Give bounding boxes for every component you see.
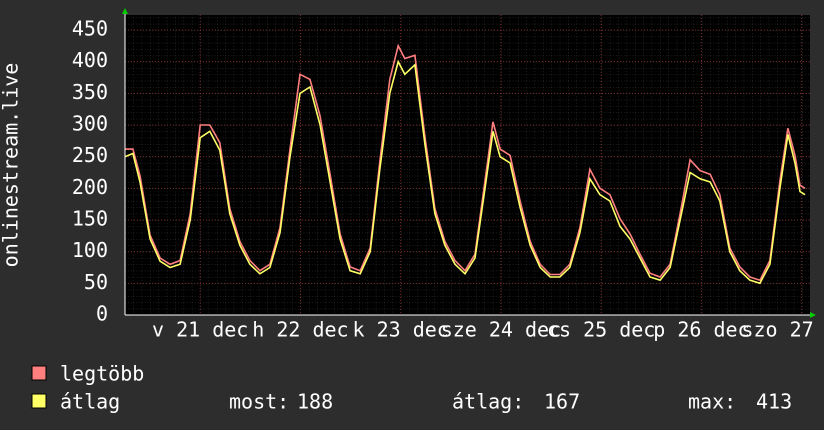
x-tick-label: k 23 dec xyxy=(353,318,449,342)
y-tick-label: 50 xyxy=(84,270,108,294)
series-line xyxy=(124,59,806,285)
axis-arrow xyxy=(810,312,816,318)
y-axis-label: onlinestream.live xyxy=(0,63,23,268)
stat-value: 413 xyxy=(756,390,792,414)
legend-label: legtöbb xyxy=(60,362,144,386)
y-tick-label: 150 xyxy=(72,207,108,231)
legend-label: átlag xyxy=(60,390,120,414)
y-tick-label: 400 xyxy=(72,48,108,72)
stat-label: átlag: xyxy=(452,390,524,414)
x-tick-label: v 21 dec xyxy=(152,318,248,342)
y-tick-label: 200 xyxy=(72,175,108,199)
x-tick-label: szo 27 dec xyxy=(741,318,824,342)
x-tick-label: p 26 dec xyxy=(653,318,749,342)
y-tick-label: 300 xyxy=(72,112,108,136)
x-tick-label: h 22 dec xyxy=(252,318,348,342)
y-tick-label: 0 xyxy=(96,302,108,326)
legend-swatch xyxy=(31,393,47,409)
x-tick-label: cs 25 dec xyxy=(547,318,655,342)
stat-label: max: xyxy=(688,390,736,414)
y-tick-label: 450 xyxy=(72,17,108,41)
legend-swatch xyxy=(31,365,47,381)
y-tick-label: 100 xyxy=(72,238,108,262)
x-tick-label: sze 24 dec xyxy=(441,318,561,342)
stat-label: most: xyxy=(229,390,289,414)
stat-value: 167 xyxy=(544,390,580,414)
series-line xyxy=(125,43,806,282)
stat-value: 188 xyxy=(297,390,333,414)
axis-arrow xyxy=(122,8,128,14)
y-tick-label: 350 xyxy=(72,80,108,104)
y-tick-label: 250 xyxy=(72,143,108,167)
